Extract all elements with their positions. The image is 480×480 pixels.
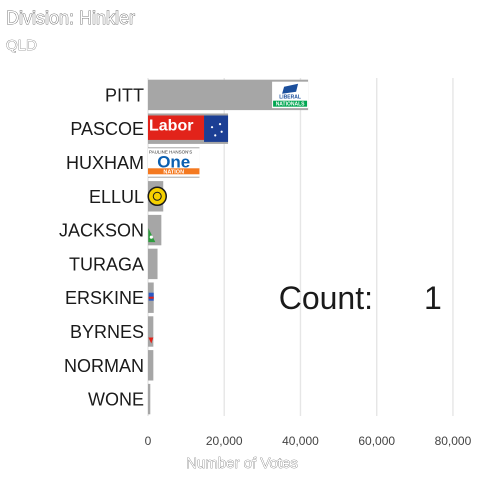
count-annotation-value: 1 xyxy=(424,280,442,316)
svg-text:LIBERAL: LIBERAL xyxy=(279,95,301,101)
chart-subtitle: QLD xyxy=(6,37,37,54)
x-tick-label: 40,000 xyxy=(282,434,319,448)
category-label: WONE xyxy=(88,390,144,410)
svg-text:One: One xyxy=(157,152,190,171)
bar-turaga xyxy=(148,248,158,280)
category-label: JACKSON xyxy=(59,221,144,241)
bar-byrnes xyxy=(148,316,154,347)
party-logo-ellul xyxy=(147,186,167,207)
svg-text:Labor: Labor xyxy=(149,117,193,134)
bar-wone xyxy=(148,383,151,415)
chart-title: Division: Hinkler xyxy=(6,8,135,28)
category-label: PASCOE xyxy=(70,119,144,139)
x-tick-labels: 0 20,000 40,000 60,000 80,000 xyxy=(145,434,472,448)
category-label: BYRNES xyxy=(70,322,144,342)
party-logo-pascoe: Labor xyxy=(148,115,229,142)
category-labels: PITT PASCOE HUXHAM ELLUL JACKSON TURAGA ERSKIN… xyxy=(59,85,144,409)
svg-text:PAULINE HANSON'S: PAULINE HANSON'S xyxy=(149,149,192,154)
category-label: ERSKINE xyxy=(65,288,144,308)
x-axis-title: Number of Votes xyxy=(186,455,298,472)
x-tick-label: 80,000 xyxy=(435,434,472,448)
x-tick-label: 20,000 xyxy=(206,434,243,448)
party-logo-byrnes xyxy=(148,337,154,344)
category-label: PITT xyxy=(105,85,144,105)
party-logo-jackson xyxy=(148,228,156,243)
count-annotation-label: Count: xyxy=(279,280,373,316)
svg-text:NATIONALS: NATIONALS xyxy=(276,102,305,108)
svg-text:NATION: NATION xyxy=(163,169,184,175)
party-logo-erskine xyxy=(148,292,154,301)
x-tick-label: 0 xyxy=(145,434,152,448)
category-label: HUXHAM xyxy=(66,153,144,173)
category-label: TURAGA xyxy=(69,254,144,274)
x-tick-label: 60,000 xyxy=(358,434,395,448)
category-label: ELLUL xyxy=(89,187,144,207)
category-label: NORMAN xyxy=(64,356,144,376)
bar-norman xyxy=(148,350,154,381)
